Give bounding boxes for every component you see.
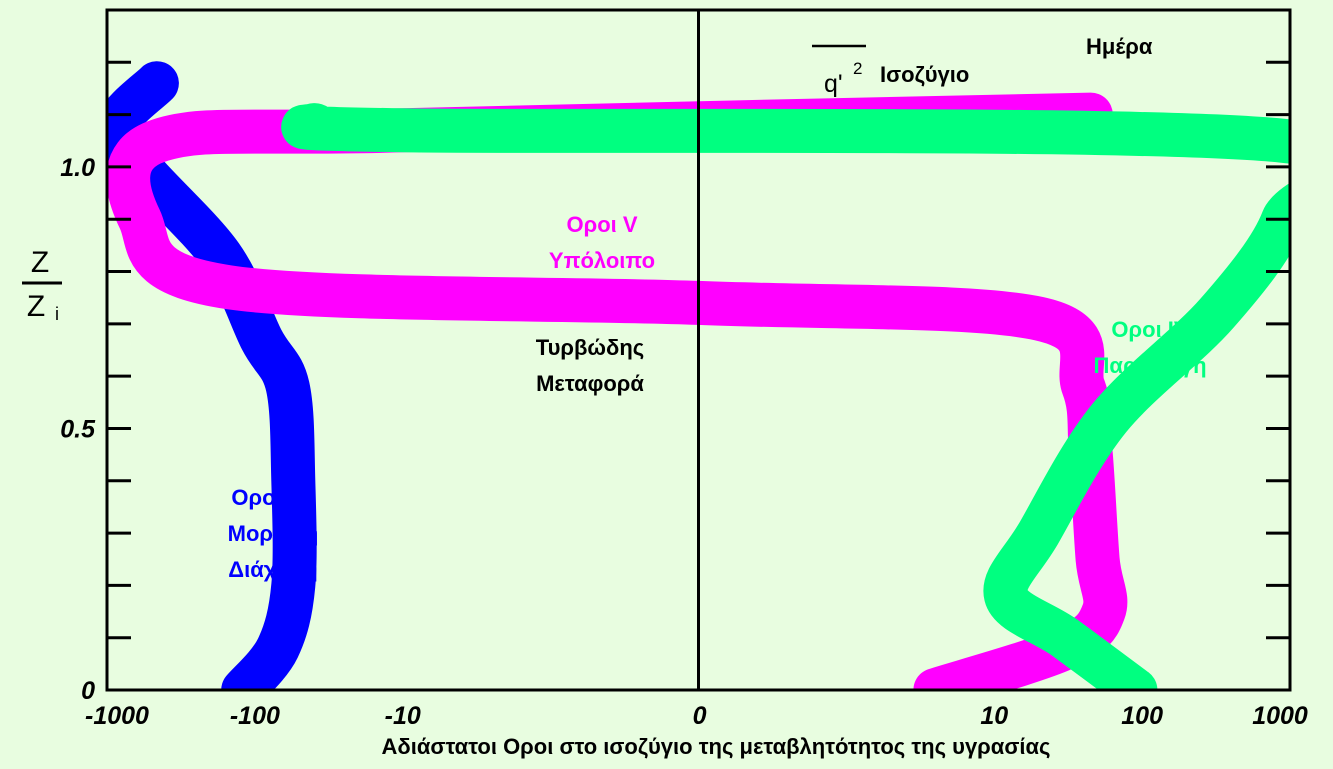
x-tick-label: 100 <box>1121 702 1163 730</box>
annotation-line: Οροι V <box>566 212 637 237</box>
y-tick-label: 1.0 <box>60 154 95 182</box>
x-tick-label: -100 <box>230 702 280 730</box>
annotation-line: Οροι VII <box>231 485 314 510</box>
x-tick-label: 10 <box>980 702 1008 730</box>
series-bands <box>107 61 1290 690</box>
y-axis-label-denominator: Z <box>27 290 45 323</box>
annotations: Οροι VII Μοριακή Διάχυση Οροι V Υπόλοιπο Τυρβ… <box>228 212 1207 582</box>
x-tick-label: 1000 <box>1252 702 1308 730</box>
x-tick-label: 0 <box>693 702 707 730</box>
annotation-line: Παραγωγή <box>1093 353 1206 378</box>
annotation-3: Τυρβώδης Μεταφορά <box>536 335 645 396</box>
annotation-line: Μεταφορά <box>536 371 644 396</box>
annotation-line: Μοριακή <box>228 521 319 546</box>
y-tick-label: 0.5 <box>60 415 96 443</box>
y-axis-label-numerator: Z <box>31 246 49 279</box>
annotation-1: Οροι VII Μοριακή Διάχυση <box>228 485 319 582</box>
header-exponent: 2 <box>853 59 862 78</box>
header-word: Ισοζύγιο <box>880 62 969 87</box>
annotation-2: Οροι V Υπόλοιπο <box>549 212 655 273</box>
y-axis-label-subscript: i <box>55 304 59 324</box>
y-tick-label: 0 <box>81 677 95 705</box>
series-band-3 <box>281 103 1290 690</box>
annotation-line: Τυρβώδης <box>536 335 644 360</box>
axis-ticks: 00.51.0-1000 -100 -10 0 10 100 1000 <box>60 60 1308 730</box>
x-tick-label: -10 <box>385 702 421 730</box>
x-tick-label: -1000 <box>85 702 149 730</box>
annotation-4: Οροι IV Παραγωγή <box>1093 317 1206 378</box>
x-axis-label: Αδιάστατοι Οροι στο ισοζύγιο της μεταβλη… <box>382 734 1051 759</box>
annotation-line: Διάχυση <box>228 557 317 582</box>
annotation-line: Υπόλοιπο <box>549 248 655 273</box>
header-period: Ημέρα <box>1086 34 1153 59</box>
annotation-line: Οροι IV <box>1111 317 1188 342</box>
header-quantity: q' <box>824 70 843 98</box>
